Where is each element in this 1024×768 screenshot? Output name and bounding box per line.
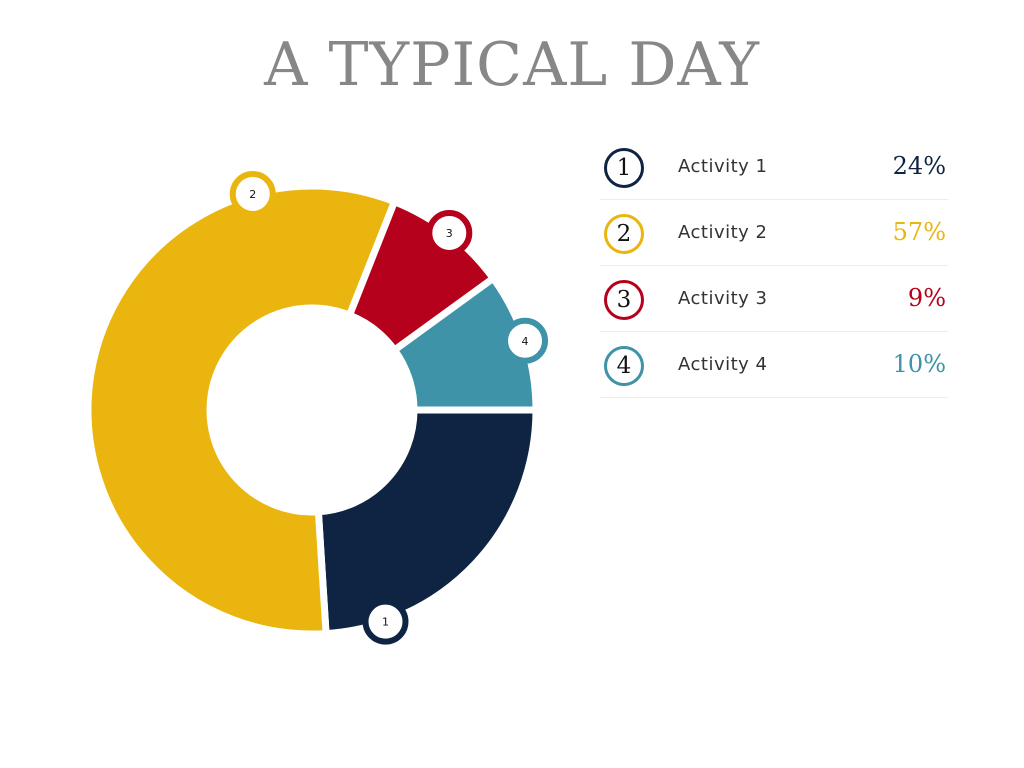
legend-label: Activity 4: [678, 354, 768, 375]
slice-badge-circle: [502, 317, 549, 364]
legend-value: 10%: [892, 350, 946, 378]
legend-item-1: 1 Activity 1 24%: [600, 134, 948, 200]
legend-label: Activity 1: [678, 156, 768, 177]
slice-badge-circle: [229, 170, 276, 217]
slice-badge-1: 1: [362, 598, 409, 645]
legend-number-badge: 3: [604, 280, 644, 320]
legend-number-badge: 4: [604, 346, 644, 386]
slice-badge-number: 2: [249, 188, 256, 201]
legend-item-2: 2 Activity 2 57%: [600, 200, 948, 266]
slice-badge-number: 3: [446, 227, 453, 240]
legend-value: 57%: [892, 218, 946, 246]
slice-badge-circle: [426, 210, 473, 257]
legend-label: Activity 3: [678, 288, 768, 309]
page-title: A TYPICAL DAY: [264, 30, 760, 100]
slice-badge-circle: [362, 598, 409, 645]
slice-badge-4: 4: [502, 317, 549, 364]
legend-item-4: 4 Activity 4 10%: [600, 332, 948, 398]
slice-badge-3: 3: [426, 210, 473, 257]
donut-slice-1: [314, 406, 540, 638]
donut-slice-4: [389, 273, 540, 414]
slice-badge-number: 1: [382, 616, 389, 629]
legend-number-badge: 1: [604, 148, 644, 188]
legend-number-badge: 2: [604, 214, 644, 254]
legend-value: 24%: [892, 152, 946, 180]
legend: 1 Activity 1 24% 2 Activity 2 57% 3 Activity 3 9…: [600, 134, 948, 398]
legend-label: Activity 2: [678, 222, 768, 243]
legend-value: 9%: [907, 284, 946, 312]
legend-item-3: 3 Activity 3 9%: [600, 266, 948, 332]
slice-badge-number: 4: [522, 335, 529, 348]
donut-slice-2: [84, 182, 400, 638]
slice-badge-2: 2: [229, 170, 276, 217]
